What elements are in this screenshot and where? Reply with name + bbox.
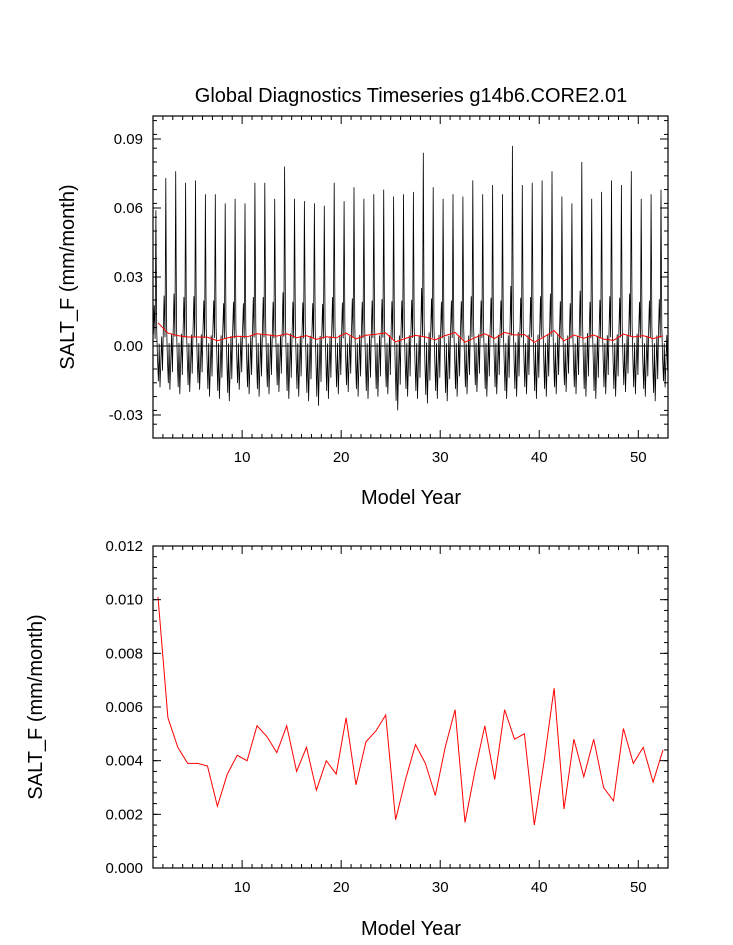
y-tick-label: 0.06	[114, 200, 143, 217]
top-x-axis: 10 20 30 40 50	[152, 116, 669, 466]
x-tick-label: 30	[432, 449, 449, 466]
timeseries-panel-top: Global Diagnostics Timeseries g14b6.CORE…	[57, 85, 669, 509]
timeseries-panel-bottom: 10 20 30 40 50 0.000 0.002 0.004 0.006 0.008 0.01…	[25, 538, 669, 940]
x-tick-label: 40	[531, 449, 548, 466]
series-line-annual-mean	[157, 596, 664, 826]
x-tick-label: 40	[531, 879, 548, 896]
bottom-plot-frame	[152, 545, 669, 869]
bottom-x-axis: 10 20 30 40 50	[152, 546, 669, 896]
bottom-y-axis: 0.000 0.002 0.004 0.006 0.008 0.010 0.012	[105, 538, 668, 877]
x-tick-label: 20	[333, 449, 350, 466]
x-tick-label: 30	[432, 879, 449, 896]
y-tick-label: 0.008	[105, 645, 143, 662]
top-y-axis: -0.03 0.00 0.03 0.06 0.09	[109, 120, 668, 439]
bottom-x-axis-label: Model Year	[361, 918, 461, 940]
bottom-y-axis-label: SALT_F (mm/month)	[25, 614, 47, 799]
y-tick-label: 0.000	[105, 860, 143, 877]
top-y-axis-label: SALT_F (mm/month)	[57, 184, 79, 369]
top-x-axis-label: Model Year	[361, 487, 461, 509]
x-tick-label: 50	[630, 879, 647, 896]
x-tick-label: 10	[234, 449, 251, 466]
y-tick-label: 0.002	[105, 806, 143, 823]
x-tick-label: 20	[333, 879, 350, 896]
chart-title: Global Diagnostics Timeseries g14b6.CORE…	[195, 85, 627, 107]
y-tick-label: 0.010	[105, 592, 143, 609]
x-tick-label: 50	[630, 449, 647, 466]
bottom-plot-area	[157, 596, 664, 826]
top-plot-area	[153, 145, 668, 411]
x-tick-label: 10	[234, 879, 251, 896]
top-plot-frame	[152, 115, 669, 439]
y-tick-label: -0.03	[109, 407, 143, 424]
y-tick-label: 0.09	[114, 131, 143, 148]
series-line-monthly	[153, 145, 668, 411]
y-tick-label: 0.006	[105, 699, 143, 716]
y-tick-label: 0.03	[114, 269, 143, 286]
y-tick-label: 0.00	[114, 338, 143, 355]
y-tick-label: 0.004	[105, 753, 143, 770]
series-line-annual-mean	[157, 322, 664, 343]
y-tick-label: 0.012	[105, 538, 143, 555]
